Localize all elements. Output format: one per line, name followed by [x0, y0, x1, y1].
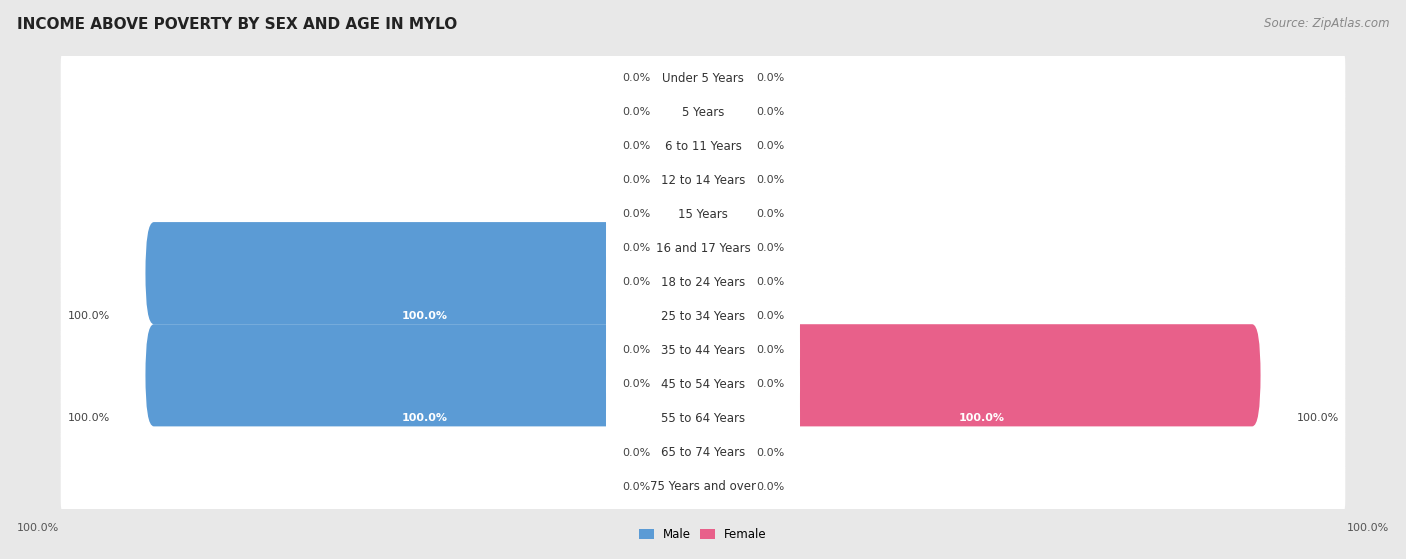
FancyBboxPatch shape [60, 49, 1346, 107]
FancyBboxPatch shape [60, 458, 1346, 515]
Text: 0.0%: 0.0% [621, 243, 650, 253]
Legend: Male, Female: Male, Female [640, 528, 766, 541]
Text: Source: ZipAtlas.com: Source: ZipAtlas.com [1264, 17, 1389, 30]
Text: 6 to 11 Years: 6 to 11 Years [665, 140, 741, 153]
FancyBboxPatch shape [606, 201, 800, 296]
FancyBboxPatch shape [703, 52, 748, 120]
Text: 0.0%: 0.0% [756, 141, 785, 151]
FancyBboxPatch shape [703, 18, 748, 86]
Text: 100.0%: 100.0% [67, 311, 110, 321]
Text: 0.0%: 0.0% [621, 141, 650, 151]
FancyBboxPatch shape [606, 303, 800, 398]
FancyBboxPatch shape [145, 222, 703, 324]
Text: 100.0%: 100.0% [1347, 523, 1389, 533]
FancyBboxPatch shape [145, 324, 703, 427]
FancyBboxPatch shape [606, 235, 800, 330]
Text: 12 to 14 Years: 12 to 14 Years [661, 174, 745, 187]
Text: 0.0%: 0.0% [756, 481, 785, 491]
Text: 75 Years and over: 75 Years and over [650, 480, 756, 493]
Text: 0.0%: 0.0% [756, 345, 785, 356]
FancyBboxPatch shape [703, 120, 748, 188]
Text: 15 Years: 15 Years [678, 208, 728, 221]
Text: 0.0%: 0.0% [756, 73, 785, 83]
Text: 0.0%: 0.0% [621, 175, 650, 185]
FancyBboxPatch shape [658, 290, 703, 358]
FancyBboxPatch shape [60, 186, 1346, 243]
Text: 0.0%: 0.0% [756, 277, 785, 287]
FancyBboxPatch shape [703, 154, 748, 222]
FancyBboxPatch shape [606, 405, 800, 500]
Text: 0.0%: 0.0% [756, 209, 785, 219]
FancyBboxPatch shape [703, 290, 748, 358]
FancyBboxPatch shape [658, 188, 703, 256]
FancyBboxPatch shape [60, 287, 1346, 345]
FancyBboxPatch shape [703, 256, 748, 324]
Text: 0.0%: 0.0% [621, 277, 650, 287]
Text: 5 Years: 5 Years [682, 106, 724, 119]
FancyBboxPatch shape [658, 52, 703, 120]
Text: 35 to 44 Years: 35 to 44 Years [661, 344, 745, 357]
Text: 0.0%: 0.0% [756, 380, 785, 390]
FancyBboxPatch shape [658, 222, 703, 290]
Text: 65 to 74 Years: 65 to 74 Years [661, 446, 745, 459]
Text: 0.0%: 0.0% [621, 481, 650, 491]
FancyBboxPatch shape [658, 154, 703, 222]
Text: 16 and 17 Years: 16 and 17 Years [655, 241, 751, 255]
Text: INCOME ABOVE POVERTY BY SEX AND AGE IN MYLO: INCOME ABOVE POVERTY BY SEX AND AGE IN M… [17, 17, 457, 32]
Text: 0.0%: 0.0% [756, 107, 785, 117]
FancyBboxPatch shape [703, 324, 748, 392]
Text: 0.0%: 0.0% [756, 175, 785, 185]
FancyBboxPatch shape [703, 392, 748, 461]
FancyBboxPatch shape [60, 220, 1346, 277]
Text: 0.0%: 0.0% [621, 107, 650, 117]
FancyBboxPatch shape [60, 151, 1346, 209]
Text: 100.0%: 100.0% [67, 414, 110, 424]
FancyBboxPatch shape [606, 269, 800, 364]
Text: 100.0%: 100.0% [401, 414, 447, 424]
FancyBboxPatch shape [658, 18, 703, 86]
FancyBboxPatch shape [703, 222, 748, 290]
FancyBboxPatch shape [606, 64, 800, 160]
FancyBboxPatch shape [606, 337, 800, 432]
Text: 100.0%: 100.0% [17, 523, 59, 533]
Text: Under 5 Years: Under 5 Years [662, 72, 744, 84]
Text: 0.0%: 0.0% [621, 209, 650, 219]
FancyBboxPatch shape [60, 321, 1346, 379]
Text: 0.0%: 0.0% [756, 311, 785, 321]
FancyBboxPatch shape [606, 439, 800, 534]
FancyBboxPatch shape [703, 427, 748, 495]
FancyBboxPatch shape [60, 83, 1346, 141]
FancyBboxPatch shape [658, 392, 703, 461]
FancyBboxPatch shape [658, 120, 703, 188]
Text: 25 to 34 Years: 25 to 34 Years [661, 310, 745, 323]
FancyBboxPatch shape [60, 254, 1346, 311]
Text: 0.0%: 0.0% [621, 345, 650, 356]
FancyBboxPatch shape [60, 356, 1346, 413]
Text: 18 to 24 Years: 18 to 24 Years [661, 276, 745, 289]
FancyBboxPatch shape [658, 427, 703, 495]
Text: 0.0%: 0.0% [621, 448, 650, 457]
FancyBboxPatch shape [606, 167, 800, 262]
FancyBboxPatch shape [60, 117, 1346, 175]
FancyBboxPatch shape [606, 371, 800, 466]
Text: 0.0%: 0.0% [621, 380, 650, 390]
Text: 55 to 64 Years: 55 to 64 Years [661, 412, 745, 425]
FancyBboxPatch shape [606, 132, 800, 228]
Text: 100.0%: 100.0% [401, 311, 447, 321]
FancyBboxPatch shape [703, 86, 748, 154]
Text: 100.0%: 100.0% [959, 414, 1005, 424]
Text: 0.0%: 0.0% [621, 73, 650, 83]
FancyBboxPatch shape [658, 324, 703, 392]
FancyBboxPatch shape [606, 98, 800, 194]
Text: 0.0%: 0.0% [756, 448, 785, 457]
Text: 45 to 54 Years: 45 to 54 Years [661, 378, 745, 391]
Text: 100.0%: 100.0% [1296, 414, 1339, 424]
FancyBboxPatch shape [703, 188, 748, 256]
FancyBboxPatch shape [606, 30, 800, 126]
Text: 0.0%: 0.0% [756, 243, 785, 253]
FancyBboxPatch shape [60, 390, 1346, 447]
FancyBboxPatch shape [60, 424, 1346, 481]
FancyBboxPatch shape [658, 86, 703, 154]
FancyBboxPatch shape [703, 324, 1261, 427]
